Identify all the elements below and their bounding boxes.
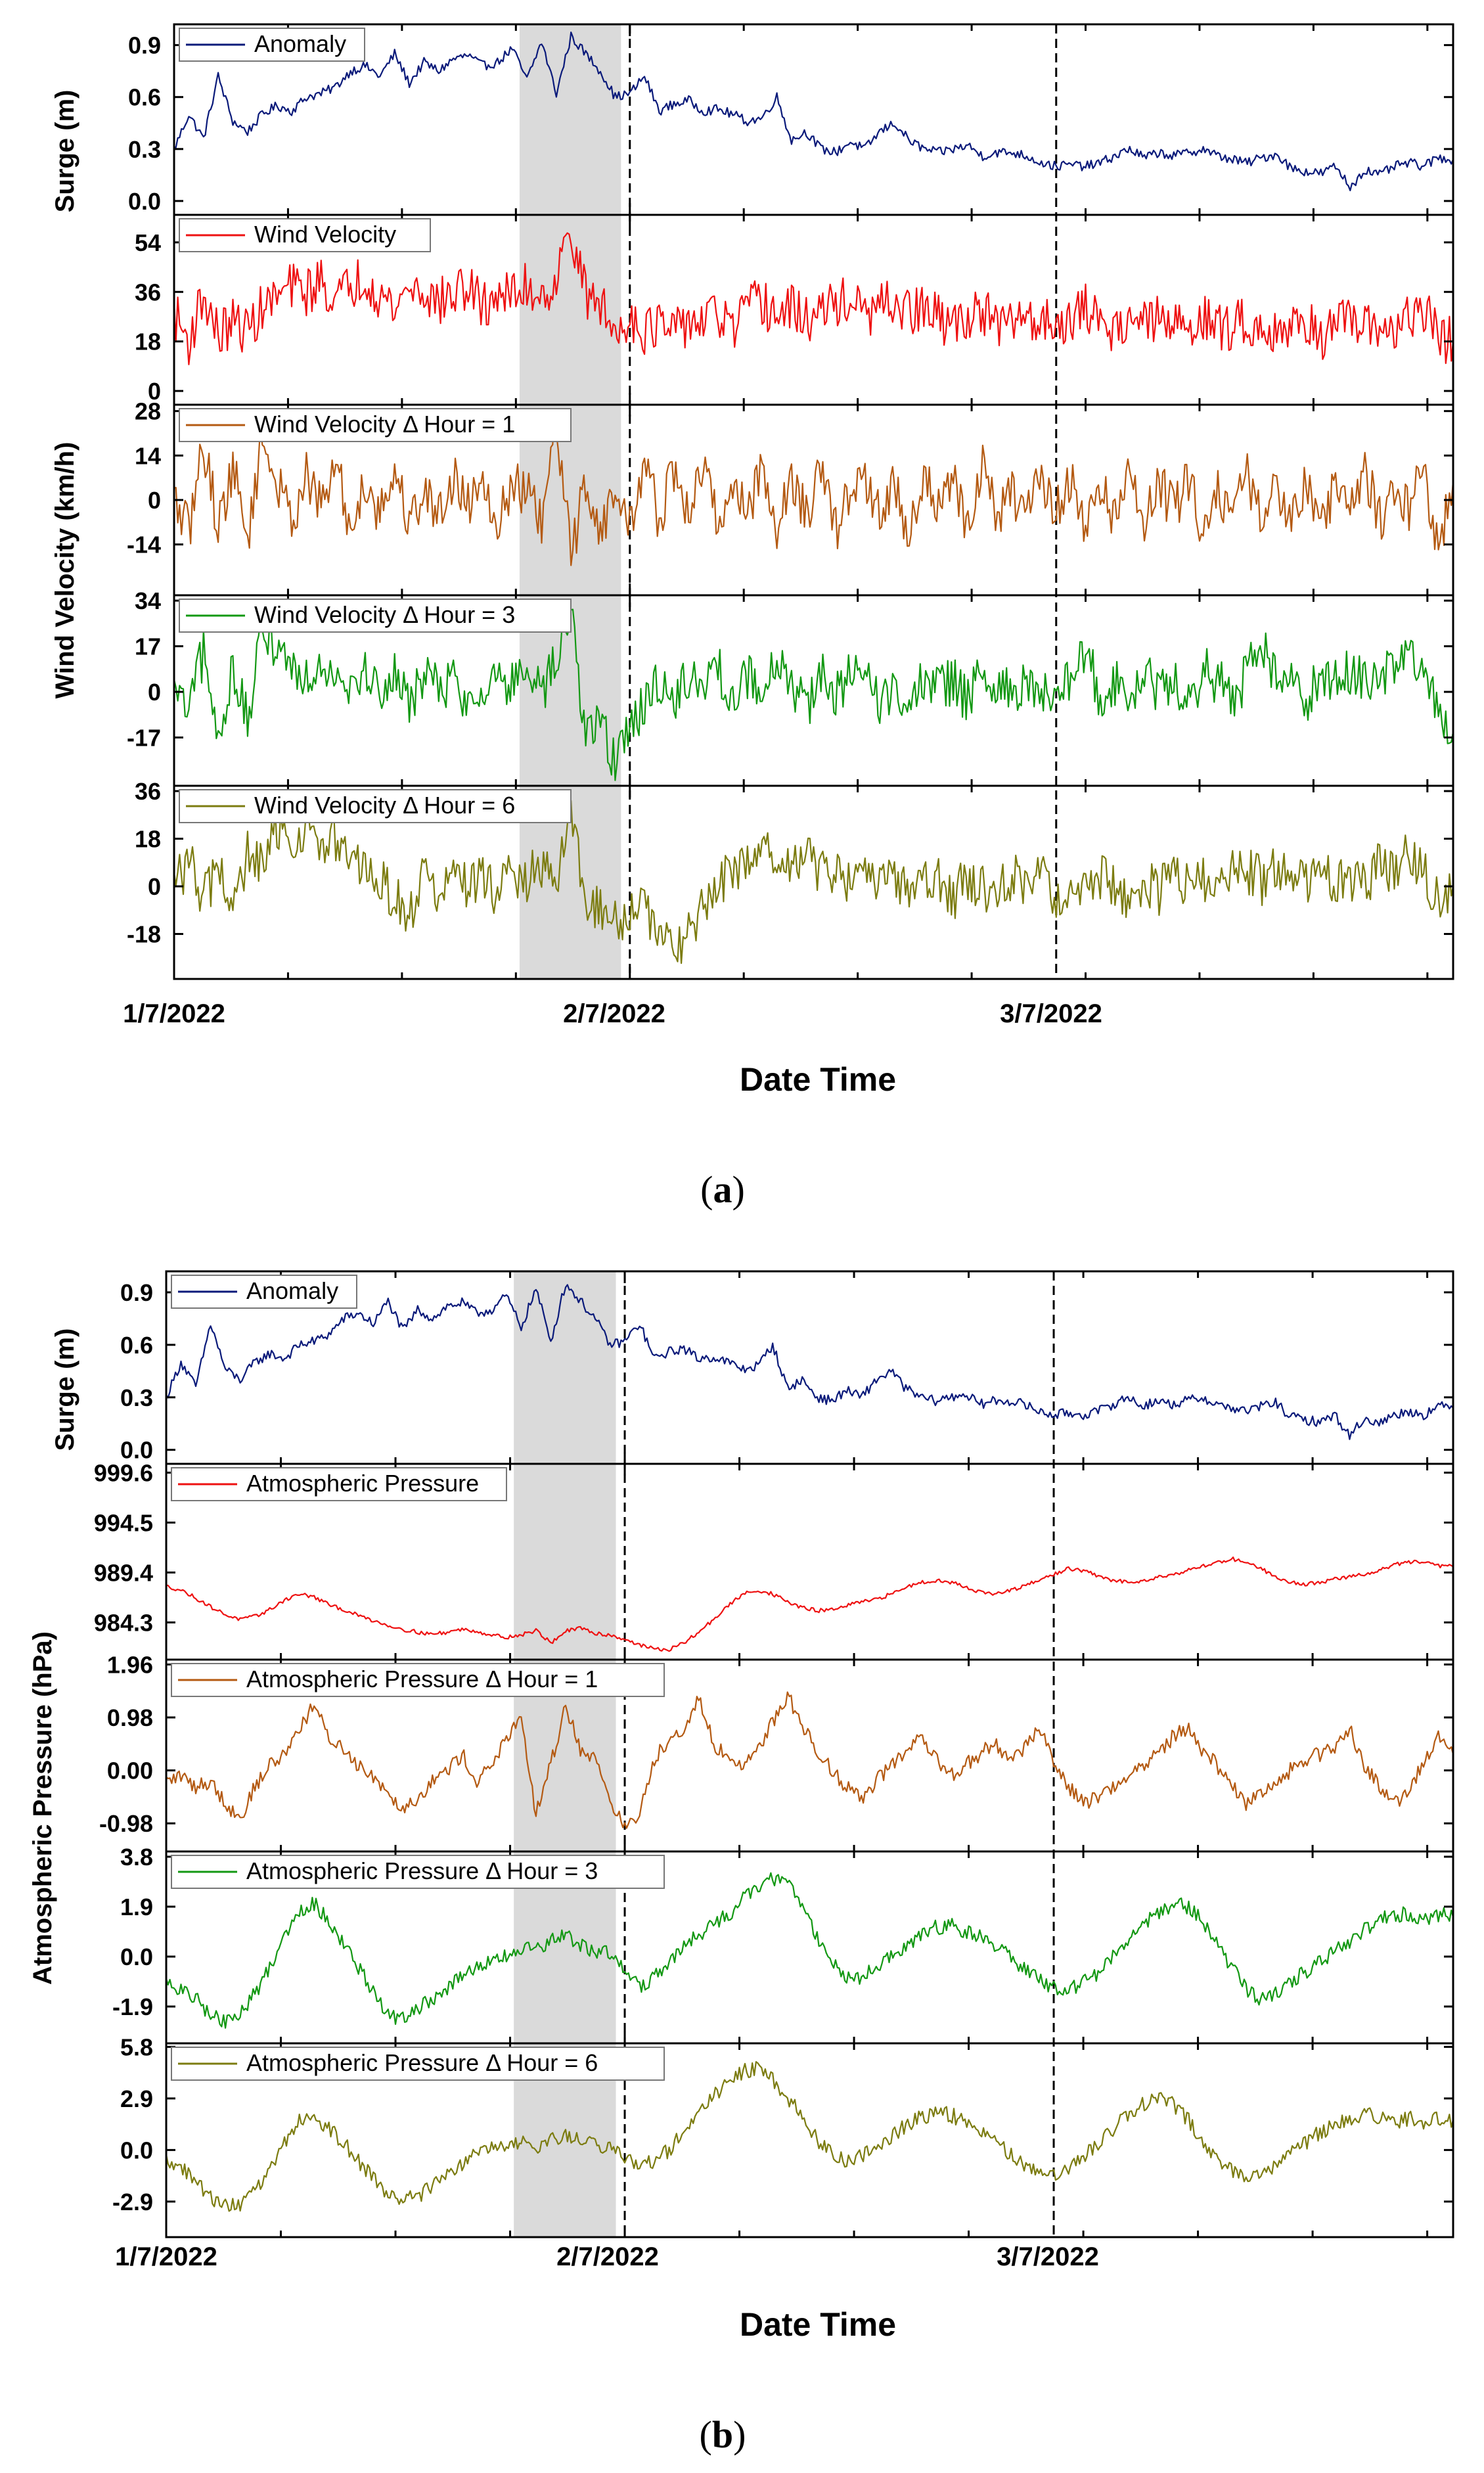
figure-a-xlabel: Date Time [740, 1061, 896, 1098]
ytick-label: 3.8 [120, 1844, 153, 1871]
ytick-label: 994.5 [94, 1509, 153, 1536]
series-pd1 [166, 1691, 1454, 1829]
highlight-band [514, 1271, 616, 2237]
ytick-label: -18 [127, 921, 161, 948]
legend-label: Atmospheric Pressure Δ Hour = 1 [246, 1666, 598, 1692]
ytick-label: 14 [135, 442, 161, 469]
ytick-label: 2.9 [120, 2085, 153, 2112]
ytick-label: 0.9 [120, 1279, 153, 1306]
ytick-label: 34 [135, 587, 161, 614]
figure-a-surge-ylabel: Surge (m) [51, 90, 79, 213]
figure-a-xtick-0: 1/7/2022 [123, 999, 225, 1028]
ytick-label: -14 [127, 532, 161, 558]
figure-b: 0.9 0.6 0.3 0.0 Anomaly 999.6 994.5 989.4 984.3 A… [28, 1270, 1454, 2456]
ytick-label: 0.0 [120, 1943, 153, 1970]
figure-a: 0.9 0.6 0.3 0.0 Anomaly 54 36 18 0 Wind Velocity 2… [51, 23, 1454, 1211]
legend-label: Atmospheric Pressure [246, 1470, 479, 1497]
figure-b-frames: 0.9 0.6 0.3 0.0 Anomaly 999.6 994.5 989.4 984.3 A… [94, 1270, 1454, 2238]
legend-label: Anomaly [254, 30, 346, 57]
ytick-label: 0 [148, 378, 161, 405]
legend-label: Wind Velocity Δ Hour = 6 [254, 792, 515, 819]
ytick-label: 54 [135, 229, 161, 256]
figure-b-xlabel: Date Time [740, 2306, 896, 2343]
series-wind [173, 232, 1454, 365]
ytick-label: 0 [148, 487, 161, 514]
figure-a-group-ylabel: Wind Velocity (km/h) [51, 442, 79, 699]
figure-b-sub-label: (b) [700, 2413, 746, 2456]
ytick-label: 0.3 [128, 136, 161, 163]
figure-a-frames: 0.9 0.6 0.3 0.0 Anomaly 54 36 18 0 Wind Velocity 2… [127, 23, 1454, 980]
panel-frame-d6 [173, 784, 1454, 980]
legend-box [171, 2047, 665, 2081]
ytick-label: -17 [127, 724, 161, 751]
ytick-label: 999.6 [94, 1459, 153, 1486]
ytick-label: 28 [135, 398, 161, 425]
panel-frame-surge [173, 23, 1454, 216]
ytick-label: 0.3 [120, 1384, 153, 1411]
legend-box [171, 1855, 665, 1889]
ytick-label: 17 [135, 633, 161, 660]
figure-b-plot-area [165, 1271, 1454, 2237]
ytick-label: 0.0 [128, 188, 161, 215]
figure-a-sub-label: (a) [700, 1168, 745, 1211]
ytick-label: 1.96 [107, 1651, 153, 1678]
ytick-label: -1.9 [112, 1993, 153, 2020]
ytick-label: 0.0 [120, 1437, 153, 1464]
ytick-label: 36 [135, 778, 161, 805]
figure-b-xtick-2: 3/7/2022 [997, 2242, 1099, 2271]
figure-b-surge-ylabel: Surge (m) [51, 1328, 79, 1451]
legend-label: Anomaly [246, 1277, 338, 1304]
ytick-label: 0.6 [120, 1332, 153, 1359]
series-pres [166, 1556, 1454, 1652]
series-pd3 [165, 1872, 1454, 2029]
legend-box [171, 1663, 665, 1697]
ytick-label: 18 [135, 329, 161, 355]
ytick-label: 18 [135, 826, 161, 853]
ytick-label: 36 [135, 279, 161, 306]
legend-label: Wind Velocity [254, 221, 396, 248]
series-d6 [173, 800, 1454, 964]
figure-b-group-ylabel: Atmospheric Pressure (hPa) [28, 1631, 57, 1985]
ytick-label: 0.6 [128, 84, 161, 111]
ytick-label: 0.00 [107, 1758, 153, 1784]
ytick-label: 0.98 [107, 1704, 153, 1731]
ytick-label: 984.3 [94, 1609, 153, 1636]
series-d3 [173, 608, 1454, 781]
panel-frame-pd6 [165, 2042, 1454, 2238]
legend-label: Atmospheric Pressure Δ Hour = 3 [246, 1857, 598, 1884]
figure-b-xtick-0: 1/7/2022 [115, 2242, 217, 2271]
figure-a-plot-area [173, 24, 1454, 979]
series-pd6 [165, 2061, 1454, 2212]
ytick-label: -0.98 [99, 1810, 153, 1837]
ytick-label: 5.8 [120, 2033, 153, 2060]
ytick-label: 0.0 [120, 2137, 153, 2164]
panel-frame-surge [165, 1270, 1454, 1465]
ytick-label: 989.4 [94, 1559, 153, 1586]
series-surge [173, 32, 1454, 192]
ytick-label: -2.9 [112, 2189, 153, 2215]
ytick-label: 0 [148, 873, 161, 900]
legend-label: Atmospheric Pressure Δ Hour = 6 [246, 2049, 598, 2076]
figure-a-xtick-2: 3/7/2022 [1000, 999, 1102, 1028]
legend-label: Wind Velocity Δ Hour = 1 [254, 411, 515, 438]
series-surge [166, 1284, 1454, 1440]
series-d1 [173, 412, 1454, 566]
legend-label: Wind Velocity Δ Hour = 3 [254, 601, 515, 628]
figure-b-xtick-1: 2/7/2022 [556, 2242, 659, 2271]
figure-a-xtick-1: 2/7/2022 [563, 999, 665, 1028]
ytick-label: 0 [148, 679, 161, 706]
ytick-label: 1.9 [120, 1894, 153, 1920]
ytick-label: 0.9 [128, 32, 161, 59]
